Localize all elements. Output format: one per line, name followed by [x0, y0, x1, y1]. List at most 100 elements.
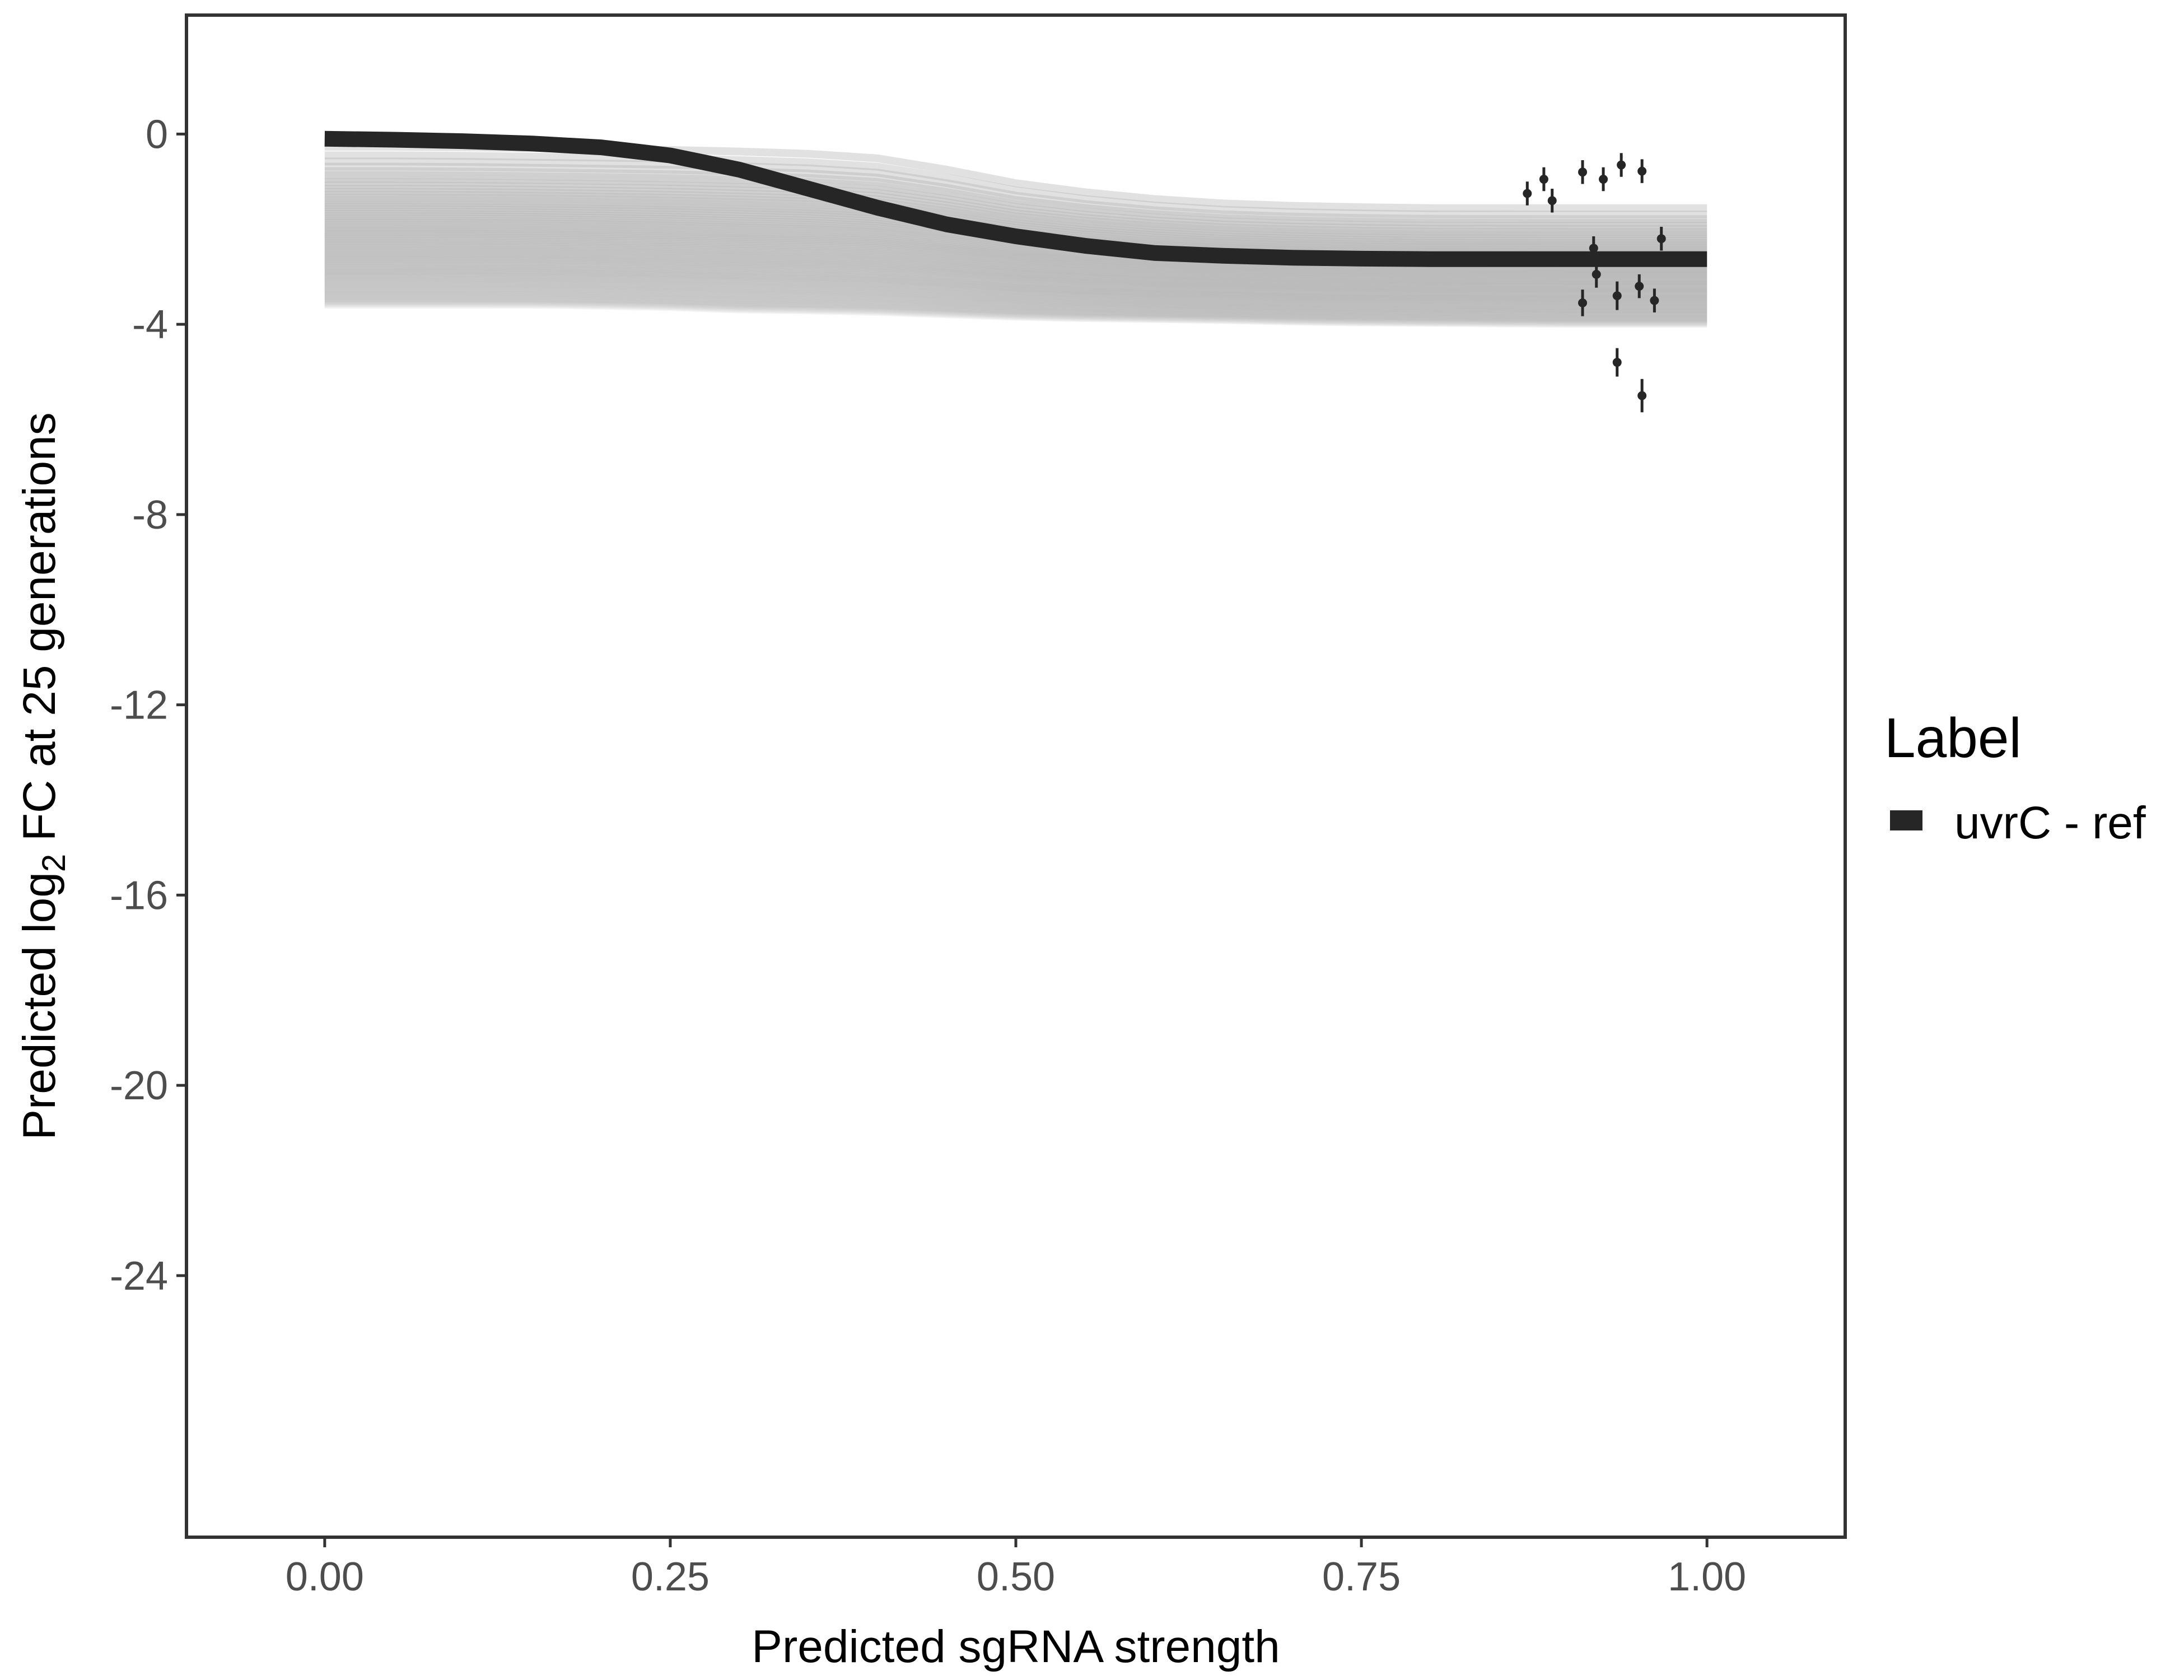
posterior-draw-line: [324, 286, 1707, 318]
posterior-draw-line: [324, 245, 1707, 287]
y-axis: 0 -4 -8 -12 -16 -20 -24: [110, 112, 186, 1299]
observed-point: [1539, 167, 1548, 192]
posterior-draw-line: [324, 234, 1707, 279]
posterior-draw-line: [324, 298, 1707, 326]
posterior-draw-line: [324, 242, 1707, 285]
posterior-draw-line: [324, 293, 1707, 323]
posterior-draw-line: [324, 269, 1707, 305]
posterior-draw-line: [324, 162, 1707, 227]
posterior-draw-line: [324, 157, 1707, 223]
mean-curve-line: [324, 130, 1707, 267]
posterior-draw-line: [324, 253, 1707, 293]
observed-point: [1547, 189, 1557, 213]
observed-point: [1578, 160, 1588, 184]
observed-point: [1612, 281, 1622, 310]
data-point: [1637, 391, 1647, 400]
legend-key: [1890, 810, 1922, 830]
posterior-draw-line: [324, 167, 1707, 230]
posterior-draw-line: [324, 285, 1707, 316]
posterior-draw-line: [324, 188, 1707, 245]
posterior-draw-line: [324, 283, 1707, 316]
data-point: [1637, 166, 1647, 176]
posterior-draw-line: [324, 295, 1707, 324]
posterior-draw-line: [324, 181, 1707, 241]
posterior-draw-line: [324, 244, 1707, 286]
data-point: [1656, 234, 1666, 244]
posterior-draw-line: [324, 287, 1707, 318]
data-point: [1617, 160, 1626, 170]
posterior-draw-line: [324, 224, 1707, 272]
posterior-draw-line: [324, 151, 1707, 218]
data-point: [1599, 175, 1608, 184]
y-tick-label: -16: [110, 873, 168, 918]
posterior-draw-line: [324, 300, 1707, 327]
legend-entry-label: uvrC - ref: [1954, 797, 2146, 848]
y-axis-title-prefix: Predicted log: [14, 872, 65, 1140]
posterior-draw-line: [324, 278, 1707, 312]
observed-point: [1650, 288, 1659, 312]
posterior-draw-line: [324, 178, 1707, 239]
x-tick-label: 1.00: [1668, 1555, 1746, 1599]
posterior-draw-line: [324, 175, 1707, 236]
posterior-draw-line: [324, 171, 1707, 233]
posterior-draw-line: [324, 232, 1707, 278]
posterior-draw-line: [324, 262, 1707, 300]
data-point: [1578, 167, 1588, 177]
data-point: [1592, 269, 1601, 279]
data-point: [1650, 296, 1659, 305]
posterior-draw-line: [324, 270, 1707, 306]
posterior-draw-line: [324, 226, 1707, 273]
y-axis-title-suffix: FC at 25 generations: [14, 412, 65, 854]
observed-point: [1523, 181, 1532, 206]
posterior-draw-line: [324, 266, 1707, 303]
data-point: [1612, 291, 1622, 301]
y-tick-label: 0: [146, 112, 168, 157]
posterior-draw-line: [324, 290, 1707, 320]
observed-point: [1578, 290, 1588, 316]
data-point: [1539, 175, 1548, 184]
observed-points: [1523, 153, 1666, 413]
y-axis-title: Predicted log2 FC at 25 generations: [14, 412, 72, 1140]
data-point: [1612, 358, 1622, 367]
x-axis-title: Predicted sgRNA strength: [752, 1621, 1280, 1672]
posterior-draw-line: [324, 265, 1707, 302]
y-tick-label: -20: [110, 1063, 168, 1108]
observed-point: [1637, 159, 1647, 183]
posterior-draw-line: [324, 185, 1707, 243]
posterior-draw-line: [324, 258, 1707, 297]
observed-point: [1599, 167, 1608, 192]
y-tick-label: -24: [110, 1254, 168, 1299]
data-point: [1523, 189, 1532, 198]
observed-point: [1617, 153, 1626, 177]
observed-point: [1635, 274, 1644, 298]
posterior-draw-line: [324, 268, 1707, 304]
data-point: [1547, 196, 1557, 206]
posterior-draw-line: [324, 250, 1707, 291]
posterior-draw-line: [324, 251, 1707, 292]
posterior-draw-line: [324, 282, 1707, 315]
posterior-draw-line: [324, 274, 1707, 309]
posterior-draw-line: [324, 273, 1707, 308]
x-axis: 0.00 0.25 0.50 0.75 1.00: [286, 1537, 1746, 1599]
posterior-draw-line: [324, 249, 1707, 290]
y-tick-label: -8: [132, 493, 168, 538]
posterior-draw-line: [324, 296, 1707, 325]
observed-point: [1592, 261, 1601, 288]
posterior-draw-line: [324, 195, 1707, 251]
posterior-draw-line: [324, 237, 1707, 282]
posterior-draw-line: [324, 292, 1707, 322]
plot-panel: [185, 13, 1847, 1539]
posterior-draw-line: [324, 190, 1707, 248]
posterior-draw-line: [324, 301, 1707, 328]
posterior-draw-line: [324, 256, 1707, 296]
y-axis-title-subscript: 2: [36, 854, 72, 872]
posterior-draw-line: [324, 235, 1707, 280]
posterior-draw-line: [324, 193, 1707, 249]
posterior-draw-line: [324, 288, 1707, 319]
observed-point: [1589, 236, 1598, 260]
x-tick-label: 0.50: [977, 1555, 1055, 1599]
observed-point: [1656, 226, 1666, 251]
mean-curve: [324, 130, 1707, 267]
